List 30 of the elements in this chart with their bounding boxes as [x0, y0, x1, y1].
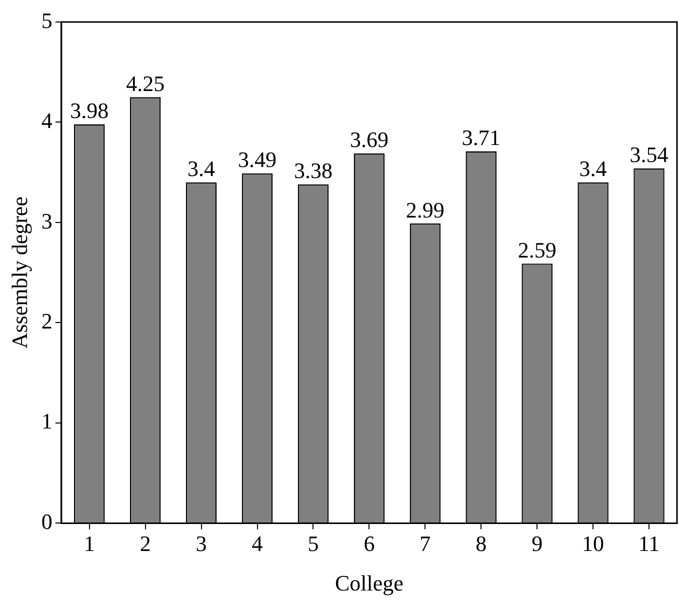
y-tick-label: 5 [41, 8, 52, 33]
y-tick-label: 3 [41, 208, 52, 234]
x-tick-label: 8 [476, 531, 487, 556]
x-tick-label: 9 [532, 531, 543, 556]
x-tick-label: 3 [196, 531, 207, 556]
x-tick-label: 7 [420, 531, 431, 556]
data-label: 2.59 [518, 237, 556, 262]
y-tick-label: 2 [41, 308, 52, 334]
y-tick-label: 0 [41, 508, 52, 534]
data-label: 3.54 [630, 142, 668, 168]
data-label: 3.38 [294, 158, 332, 184]
data-label: 3.4 [579, 156, 607, 182]
x-axis-title: College [334, 570, 404, 596]
data-label: 3.69 [350, 127, 388, 152]
x-tick-label: 6 [364, 531, 375, 556]
data-label: 4.25 [126, 70, 165, 96]
x-tick-label: 4 [252, 531, 263, 556]
x-tick-label: 5 [308, 531, 319, 556]
y-tick-label: 1 [41, 408, 52, 434]
data-label: 3.98 [70, 98, 109, 124]
data-label: 2.99 [406, 197, 444, 222]
x-tick-label: 10 [582, 531, 604, 556]
x-tick-label: 2 [140, 531, 151, 556]
y-tick-label: 4 [41, 108, 52, 134]
y-axis-title: Assembly degree [6, 196, 32, 349]
data-label: 3.71 [462, 125, 500, 150]
x-tick-label: 1 [84, 531, 95, 556]
data-label: 3.4 [188, 156, 216, 182]
data-label: 3.49 [238, 147, 277, 172]
x-tick-label: 11 [638, 531, 660, 556]
